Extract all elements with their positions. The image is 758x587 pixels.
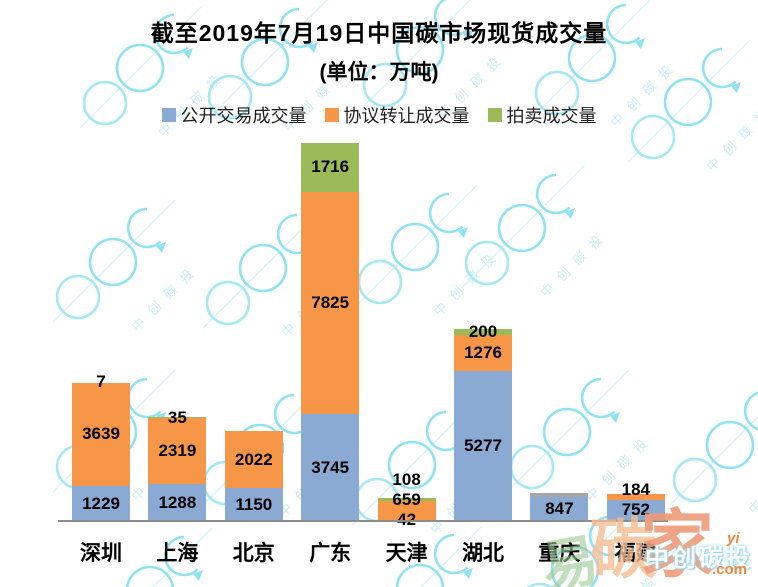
- bar-segment: [148, 418, 207, 485]
- legend-label: 协议转让成交量: [343, 106, 470, 126]
- x-axis-label: 天津: [385, 542, 428, 565]
- brand-overlay-text: 中创碳投: [645, 545, 753, 572]
- value-label: 200: [468, 321, 498, 341]
- legend-item: 公开交易成交量: [161, 102, 307, 128]
- value-label: 42: [397, 510, 417, 530]
- value-label: 847: [545, 498, 574, 518]
- brand-small-text: yi: [727, 530, 740, 547]
- value-label: 1716: [311, 157, 350, 177]
- bar-segment: [454, 328, 512, 335]
- value-label: 752: [621, 500, 650, 520]
- bar-segment: [454, 334, 512, 371]
- bubbles-watermark-icon: 中 创 碳 投: [79, 6, 223, 140]
- bubbles-watermark-icon: 中 创 碳 投: [395, 526, 484, 587]
- bar-segment: [301, 191, 360, 415]
- legend-swatch-icon: [487, 108, 502, 122]
- value-label: 7: [96, 372, 106, 392]
- bar-segment: [224, 488, 283, 521]
- bubbles-watermark-icon: 中 创 碳 投: [526, 508, 658, 587]
- chart-title: 截至2019年7月19日中国碳市场现货成交量: [150, 20, 608, 46]
- legend-item: 拍卖成交量: [487, 102, 597, 128]
- bar-segment: [224, 430, 283, 489]
- legend-swatch-icon: [161, 108, 176, 122]
- bar-segment: [72, 382, 130, 487]
- x-axis-label: 深圳: [80, 542, 122, 565]
- value-label: 3639: [82, 424, 120, 444]
- bubbles-watermark-icon: 中 创 碳 投: [531, 0, 675, 130]
- bar-segment: [72, 486, 130, 521]
- x-axis-label: 广东: [309, 542, 352, 565]
- bar-segment: [377, 501, 436, 520]
- chart-subtitle: (单位：万吨): [319, 61, 439, 84]
- bar-segment: [148, 484, 207, 521]
- value-label: 1288: [158, 492, 197, 512]
- value-label: 35: [167, 407, 187, 427]
- brand-domain-text: .com: [712, 561, 748, 578]
- legend: 公开交易成交量 协议转让成交量 拍卖成交量: [0, 102, 758, 128]
- bar-segment: [148, 417, 207, 419]
- x-axis-line: [58, 520, 668, 522]
- legend-item: 协议转让成交量: [324, 102, 470, 128]
- value-label: 5277: [464, 435, 502, 455]
- bar-segment: [530, 496, 589, 521]
- brand-char-jia: 家: [640, 503, 714, 586]
- brand-char-tan: 碳: [590, 512, 656, 586]
- legend-label: 拍卖成交量: [506, 106, 597, 126]
- x-axis-label: 福建: [614, 542, 657, 565]
- value-label: 1276: [464, 342, 502, 362]
- bar-segment: [377, 497, 436, 502]
- bar-segment: [606, 499, 665, 521]
- bar-segment: [454, 370, 512, 521]
- x-axis-label: 重庆: [538, 542, 581, 565]
- value-label: 108: [392, 470, 421, 490]
- bubbles-watermark-icon: 中 创 碳 投: [669, 391, 758, 517]
- bubbles-watermark-icon: 中 创 碳 投: [359, 0, 503, 122]
- bubbles-watermark-icon: 中 创 碳 投: [204, 0, 348, 134]
- value-label: 1150: [235, 494, 273, 514]
- svg-text:投: 投: [752, 106, 758, 126]
- bubbles-watermark-icon: 中 创 碳 投: [461, 166, 605, 300]
- bar-segment: [301, 143, 360, 192]
- value-label: 2022: [234, 449, 273, 469]
- value-label: 3745: [311, 457, 350, 477]
- value-label: 2319: [158, 441, 197, 461]
- bar-segment: [301, 414, 360, 521]
- value-label: 184: [621, 480, 650, 500]
- bar-segment: [606, 494, 665, 500]
- legend-label: 公开交易成交量: [180, 106, 307, 126]
- legend-swatch-icon: [324, 108, 339, 122]
- x-axis-label: 上海: [156, 542, 199, 565]
- x-axis-label: 湖北: [462, 542, 504, 565]
- bar-segment: [530, 493, 589, 497]
- x-axis-label: 北京: [232, 542, 275, 565]
- value-label: 659: [392, 490, 421, 510]
- bubbles-watermark-icon: 中 创 碳 投: [125, 528, 214, 587]
- value-label: 1229: [82, 493, 120, 513]
- bubbles-watermark-icon: 中 创 碳 投: [627, 40, 758, 174]
- bubbles-watermark-icon: 中 创 碳 投: [52, 200, 196, 334]
- value-label: 7825: [311, 293, 350, 313]
